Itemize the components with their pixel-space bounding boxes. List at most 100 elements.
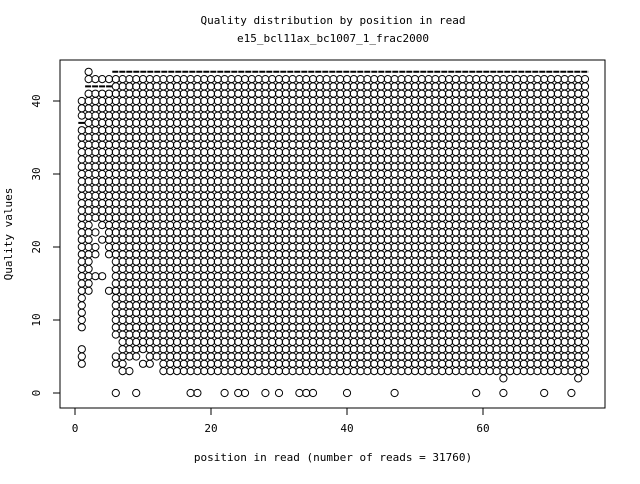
data-point (336, 242, 345, 252)
data-point (295, 169, 304, 179)
data-point (322, 315, 331, 325)
data-point (519, 242, 528, 252)
data-point (77, 308, 86, 317)
data-point (138, 96, 148, 106)
data-point (512, 133, 522, 142)
data-point (104, 213, 114, 222)
data-point (465, 279, 474, 288)
data-point (104, 286, 114, 295)
data-point (519, 75, 528, 84)
data-point (308, 221, 318, 230)
data-point (431, 301, 440, 310)
data-point (349, 279, 358, 288)
data-point (91, 155, 100, 164)
data-point (560, 279, 569, 288)
data-point (138, 250, 148, 259)
data-point (118, 352, 127, 361)
data-point (356, 228, 365, 237)
data-point (322, 330, 331, 339)
data-point (104, 140, 114, 149)
data-point (485, 148, 494, 157)
data-point (349, 111, 358, 120)
data-point (553, 359, 562, 368)
data-point (268, 169, 277, 179)
data-point (166, 294, 175, 303)
data-point (172, 242, 182, 252)
data-point (451, 140, 460, 149)
data-point (159, 352, 168, 361)
data-point (465, 126, 474, 135)
data-point (424, 177, 433, 186)
data-point (132, 388, 141, 398)
data-point (315, 82, 324, 91)
data-point (472, 308, 481, 317)
data-point (458, 213, 467, 222)
data-point (526, 213, 535, 222)
data-point (132, 337, 141, 346)
data-point (349, 367, 358, 376)
data-point (111, 250, 120, 259)
data-point (206, 250, 216, 259)
data-point (485, 184, 494, 193)
data-point (118, 184, 127, 193)
data-point (533, 221, 542, 230)
data-point (91, 118, 100, 128)
data-point (118, 89, 127, 98)
data-point (172, 140, 182, 149)
data-point (220, 242, 229, 252)
data-point (342, 162, 352, 171)
data-point (349, 264, 358, 273)
data-point (179, 250, 188, 259)
data-point (546, 82, 556, 91)
data-point (315, 104, 324, 113)
data-point (84, 162, 93, 171)
data-point (200, 184, 209, 193)
data-point (574, 199, 583, 208)
data-point (431, 315, 440, 325)
data-point (206, 118, 216, 128)
data-point (472, 228, 481, 237)
data-point (485, 352, 494, 361)
data-point (261, 257, 270, 266)
data-point (268, 126, 277, 135)
data-point (172, 199, 182, 208)
data-point (288, 301, 297, 310)
data-point (431, 279, 440, 288)
data-point (472, 75, 481, 84)
data-point (302, 133, 311, 142)
data-point (98, 206, 107, 215)
data-point (179, 286, 188, 295)
data-point (261, 96, 270, 106)
data-point (356, 367, 365, 376)
data-point (206, 213, 216, 222)
data-point (451, 242, 460, 252)
data-point (574, 96, 583, 106)
data-point (240, 257, 250, 266)
data-point (227, 315, 236, 325)
data-point (193, 191, 202, 200)
data-point (302, 213, 311, 222)
data-point (383, 155, 392, 164)
data-point (302, 169, 311, 179)
data-point (220, 75, 229, 84)
data-point (492, 199, 501, 208)
data-point (234, 140, 243, 149)
data-point (336, 301, 345, 310)
data-point (485, 330, 494, 339)
data-point (342, 126, 352, 135)
data-point (410, 206, 420, 215)
data-point (227, 228, 236, 237)
data-point (370, 279, 379, 288)
data-point (220, 337, 229, 346)
data-point (118, 330, 127, 339)
data-point (356, 330, 365, 339)
data-point (98, 96, 107, 106)
data-point (193, 345, 202, 354)
data-point (383, 111, 392, 120)
data-point (268, 206, 277, 215)
data-point (438, 221, 447, 230)
data-point (533, 272, 542, 281)
data-point (404, 111, 413, 120)
data-point (444, 169, 454, 179)
data-point (145, 111, 154, 120)
